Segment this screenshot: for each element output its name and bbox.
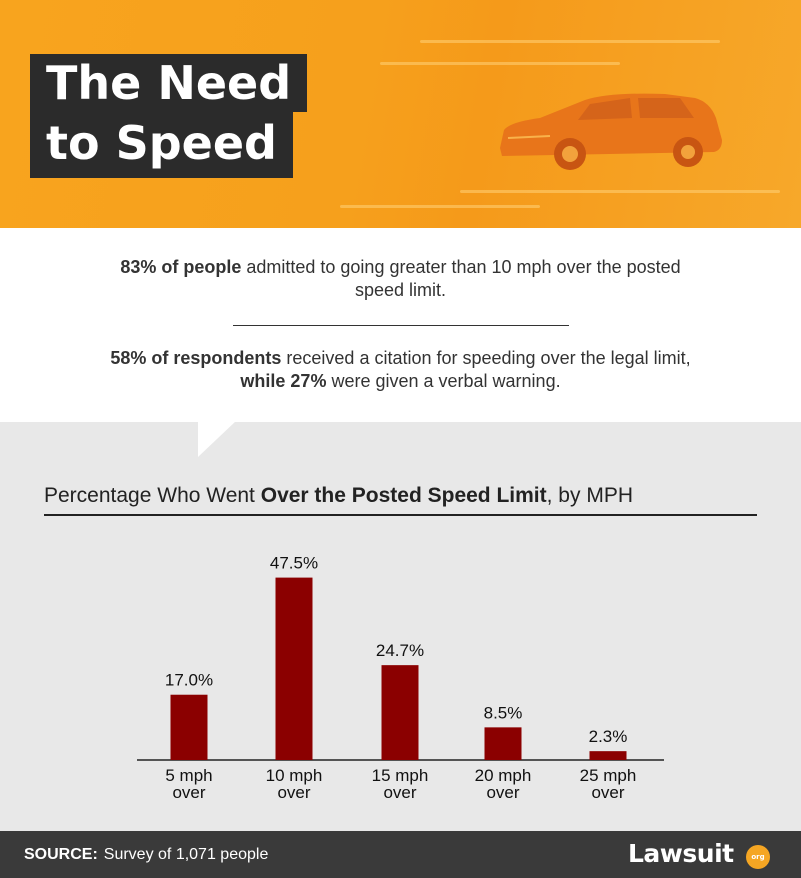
- category-label-2-1: over: [383, 783, 416, 802]
- category-label-0-0: 5 mph: [165, 766, 212, 785]
- header-banner: The Need to Speed: [0, 0, 801, 228]
- footer: SOURCE: Survey of 1,071 people Lawsuit or…: [0, 831, 801, 878]
- data-label-0: 17.0%: [165, 671, 213, 690]
- bar-4: [589, 751, 627, 760]
- callout-pointer: [198, 421, 236, 457]
- logo-badge: org: [746, 845, 770, 869]
- data-label-4: 2.3%: [589, 727, 628, 746]
- motion-streak: [460, 190, 780, 193]
- data-label-1: 47.5%: [270, 554, 318, 573]
- category-label-4-0: 25 mph: [580, 766, 637, 785]
- category-label-4-1: over: [591, 783, 624, 802]
- bar-3: [484, 727, 522, 760]
- category-label-3-0: 20 mph: [475, 766, 532, 785]
- bar-1: [275, 577, 313, 760]
- page-title-line1: The Need: [30, 54, 308, 112]
- category-label-0-1: over: [172, 783, 205, 802]
- category-label-1-0: 10 mph: [266, 766, 323, 785]
- bar-2: [381, 665, 419, 760]
- source-note: SOURCE: Survey of 1,071 people: [24, 846, 269, 863]
- page-title-line2: to Speed: [30, 112, 293, 178]
- divider: [233, 325, 569, 326]
- stats-panel: 83% of people admitted to going greater …: [0, 228, 801, 422]
- motion-streak: [340, 205, 540, 208]
- motion-streak: [420, 40, 720, 43]
- bar-0: [170, 694, 208, 760]
- chart-title-rule: [44, 514, 757, 516]
- stat-citations: 58% of respondents received a citation f…: [110, 348, 691, 391]
- chart-title: Percentage Who Went Over the Posted Spee…: [44, 484, 633, 507]
- lawsuit-logo: Lawsuit: [628, 839, 734, 868]
- car-icon: [500, 93, 722, 170]
- category-label-1-1: over: [277, 783, 310, 802]
- motion-streak: [380, 62, 620, 65]
- category-label-2-0: 15 mph: [372, 766, 429, 785]
- stat-speeding-admission: 83% of people admitted to going greater …: [120, 257, 681, 300]
- category-label-3-1: over: [486, 783, 519, 802]
- data-label-3: 8.5%: [484, 703, 523, 722]
- data-label-2: 24.7%: [376, 641, 424, 660]
